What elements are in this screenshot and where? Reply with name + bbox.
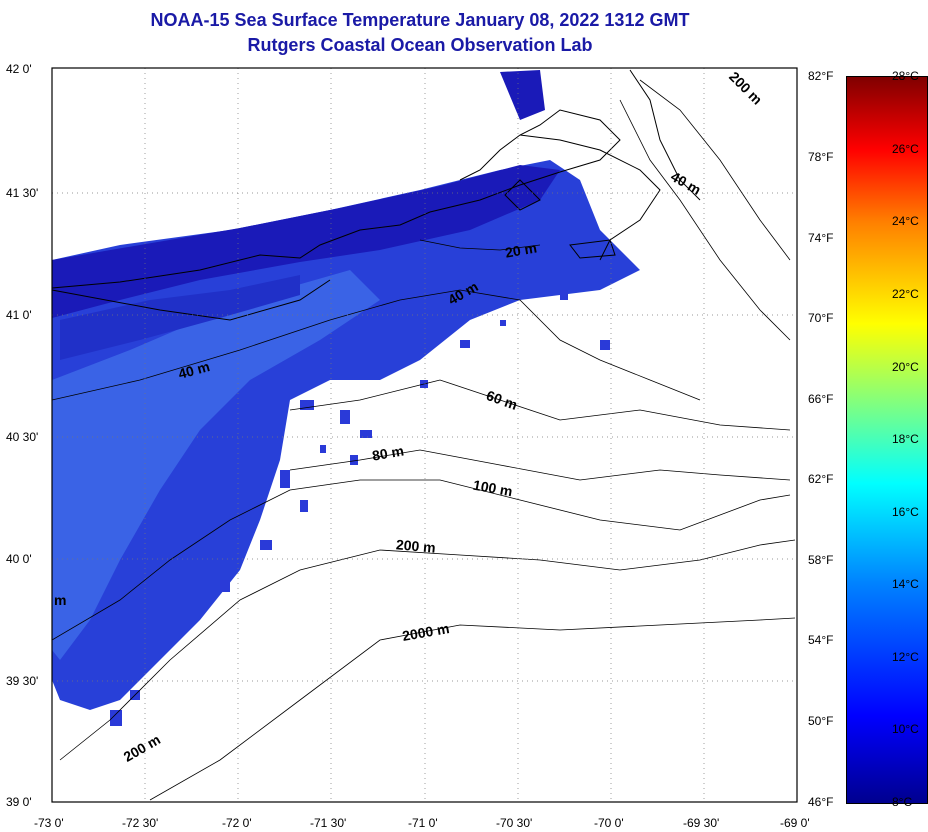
lon-label: -69 0' xyxy=(780,816,810,830)
sst-inner-shelf xyxy=(52,270,380,660)
celsius-tick: 10°C xyxy=(892,722,919,736)
contour-40m-ne xyxy=(619,99,791,341)
lon-label: -71 30' xyxy=(310,816,347,830)
celsius-tick: 24°C xyxy=(892,214,919,228)
lat-label: 39 0' xyxy=(6,795,32,809)
contour-200m-ne xyxy=(639,79,791,261)
lon-label: -71 0' xyxy=(408,816,438,830)
coastline xyxy=(51,69,701,321)
lon-label: -70 30' xyxy=(496,816,533,830)
lat-label: 42 0' xyxy=(6,62,32,76)
sst-data-layer xyxy=(52,70,640,710)
lat-label: 40 0' xyxy=(6,552,32,566)
celsius-tick: 20°C xyxy=(892,360,919,374)
celsius-tick: 28°C xyxy=(892,69,919,83)
sst-cape-cod-water xyxy=(500,70,545,120)
lat-label: 39 30' xyxy=(6,674,39,688)
contour-2000m xyxy=(149,617,796,801)
sst-coastal-band xyxy=(52,165,560,318)
fahrenheit-tick: 82°F xyxy=(808,69,834,83)
contour-100m xyxy=(51,479,791,641)
celsius-tick: 12°C xyxy=(892,650,919,664)
lon-label: -72 0' xyxy=(222,816,252,830)
contour-200m xyxy=(59,539,796,761)
fahrenheit-tick: 62°F xyxy=(808,472,834,486)
contour-60m xyxy=(289,379,791,431)
lon-label: -70 0' xyxy=(594,816,624,830)
celsius-tick: 8°C xyxy=(892,795,913,809)
lat-label: 41 30' xyxy=(6,186,39,200)
fahrenheit-tick: 54°F xyxy=(808,633,834,647)
map-subtitle: Rutgers Coastal Ocean Observation Lab xyxy=(247,35,593,55)
contour-40m xyxy=(51,289,701,401)
contour-80m xyxy=(289,449,791,481)
contour-20m xyxy=(419,239,541,251)
lat-label: 40 30' xyxy=(6,430,39,444)
lon-label: -72 30' xyxy=(122,816,159,830)
fahrenheit-tick: 58°F xyxy=(808,553,834,567)
fahrenheit-tick: 46°F xyxy=(808,795,834,809)
lat-label: 41 0' xyxy=(6,308,32,322)
sst-sound-water xyxy=(60,275,300,360)
celsius-tick: 14°C xyxy=(892,577,919,591)
fahrenheit-tick: 50°F xyxy=(808,714,834,728)
fahrenheit-tick: 66°F xyxy=(808,392,834,406)
celsius-tick: 18°C xyxy=(892,432,919,446)
fahrenheit-tick: 78°F xyxy=(808,150,834,164)
celsius-tick: 22°C xyxy=(892,287,919,301)
lon-label: -73 0' xyxy=(34,816,64,830)
celsius-tick: 26°C xyxy=(892,142,919,156)
map-frame xyxy=(51,67,798,803)
lon-label: -69 30' xyxy=(683,816,720,830)
celsius-tick: 16°C xyxy=(892,505,919,519)
contour-label: m xyxy=(54,592,67,608)
map-title: NOAA-15 Sea Surface Temperature January … xyxy=(150,10,690,30)
bathymetry-contours xyxy=(51,79,796,801)
graticule xyxy=(52,68,797,802)
contour-label: 200 m xyxy=(395,536,437,556)
fahrenheit-tick: 70°F xyxy=(808,311,834,325)
fahrenheit-tick: 74°F xyxy=(808,231,834,245)
